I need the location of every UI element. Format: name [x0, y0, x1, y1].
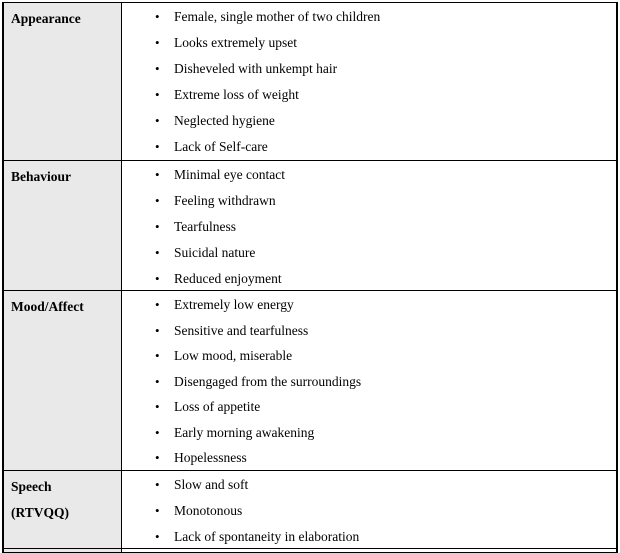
list-item-text: Disengaged from the surroundings [174, 373, 362, 389]
list-item-text: Extreme loss of weight [174, 87, 299, 102]
list-item-text: Looks extremely upset [174, 35, 297, 50]
row-header-text: Mood/Affect [11, 299, 84, 314]
bullet-icon: • [155, 193, 160, 208]
row-body-cell: • Minimal eye contact • Feeling withdrawn • T… [122, 161, 616, 290]
bullet-icon: • [155, 529, 160, 544]
row-body-cell: • Extremely low energy • Sensitive and tear… [122, 291, 616, 470]
list-item-text: Tearfulness [174, 219, 237, 234]
list-item: • Extreme loss of weight [122, 82, 616, 108]
bullet-list: • Extremely low energy • Sensitive and tear… [122, 291, 616, 470]
bullet-icon: • [155, 9, 160, 24]
list-item: • Suicidal nature [122, 240, 616, 266]
bullet-icon: • [155, 113, 160, 128]
bullet-icon: • [155, 297, 160, 312]
bullet-list: • Minimal eye contact • Feeling withdrawn • T… [122, 161, 616, 290]
table-row: Behaviour • Minimal eye contact • Feeling wi… [4, 160, 616, 290]
bullet-icon: • [155, 271, 160, 286]
table-row [4, 548, 616, 552]
bullet-icon: • [155, 322, 160, 338]
list-item-text: Reduced enjoyment [174, 271, 282, 286]
list-item: • Disheveled with unkempt hair [122, 56, 616, 82]
list-item-text: Minimal eye contact [174, 167, 285, 182]
row-body-cell [122, 549, 616, 552]
list-item-text: Female, single mother of two children [174, 9, 381, 24]
list-item: • Minimal eye contact [122, 162, 616, 188]
list-item-text: Sensitive and tearfulness [174, 322, 309, 338]
list-item: • Lack of Self-care [122, 134, 616, 160]
list-item: • Hopelessness [122, 445, 616, 470]
bullet-list: • Slow and soft • Monotonous • Lack of sponta… [122, 471, 616, 548]
bullet-icon: • [155, 167, 160, 182]
bullet-list [122, 549, 616, 550]
list-item-text: Lack of spontaneity in elaboration [174, 529, 360, 544]
bullet-icon: • [155, 503, 160, 518]
list-item: • Reduced enjoyment [122, 266, 616, 290]
list-item: • Monotonous [122, 498, 616, 524]
bullet-icon: • [155, 139, 160, 154]
bullet-icon: • [155, 61, 160, 76]
table-row: Mood/Affect • Extremely low energy • Sensiti… [4, 290, 616, 470]
list-item-text: Neglected hygiene [174, 113, 275, 128]
bullet-icon: • [155, 245, 160, 260]
list-item-text: Extremely low energy [174, 297, 294, 312]
list-item-text: Suicidal nature [174, 245, 256, 260]
bullet-list: • Female, single mother of two children • L… [122, 3, 616, 160]
bullet-icon: • [155, 219, 160, 234]
list-item-text: Disheveled with unkempt hair [174, 61, 338, 76]
table-row: Appearance • Female, single mother of two … [4, 3, 616, 160]
list-item: • Lack of spontaneity in elaboration [122, 524, 616, 548]
bullet-icon: • [155, 399, 160, 414]
list-item: • Looks extremely upset [122, 30, 616, 56]
table-row: Speech (RTVQQ) • Slow and soft • Monotonous • L… [4, 470, 616, 548]
row-header-text: Speech [11, 479, 52, 494]
list-item-text: Loss of appetite [174, 399, 261, 414]
row-header-text: Appearance [11, 11, 81, 26]
list-item: • Female, single mother of two children [122, 4, 616, 30]
row-header-cell [4, 549, 122, 552]
bullet-icon: • [155, 450, 160, 465]
row-body-cell: • Female, single mother of two children • L… [122, 3, 616, 160]
list-item-text: Early morning awakening [174, 424, 315, 440]
list-item: • Loss of appetite [122, 394, 616, 420]
row-header-cell: Speech (RTVQQ) [4, 471, 122, 548]
list-item-text: Hopelessness [174, 450, 247, 465]
bullet-icon: • [155, 373, 160, 389]
list-item: • Neglected hygiene [122, 108, 616, 134]
row-header-cell: Behaviour [4, 161, 122, 290]
list-item-text: Slow and soft [174, 477, 249, 492]
bullet-icon: • [155, 87, 160, 102]
bullet-icon: • [155, 424, 160, 440]
bullet-icon: • [155, 35, 160, 50]
list-item: • Feeling withdrawn [122, 188, 616, 214]
list-item: • Sensitive and tearfulness [122, 318, 616, 344]
list-item: • Low mood, miserable [122, 343, 616, 369]
list-item-text: Monotonous [174, 503, 243, 518]
list-item-text: Lack of Self-care [174, 139, 268, 154]
row-body-cell: • Slow and soft • Monotonous • Lack of sponta… [122, 471, 616, 548]
list-item: • Extremely low energy [122, 292, 616, 318]
list-item-text: Feeling withdrawn [174, 193, 276, 208]
list-item: • Disengaged from the surroundings [122, 369, 616, 395]
list-item: • Early morning awakening [122, 420, 616, 446]
row-header-cell: Mood/Affect [4, 291, 122, 470]
list-item: • Tearfulness [122, 214, 616, 240]
bullet-icon: • [155, 348, 160, 363]
row-header-cell: Appearance [4, 3, 122, 160]
row-header-text: Behaviour [11, 169, 72, 184]
list-item-text: Low mood, miserable [174, 348, 293, 363]
bullet-icon: • [155, 477, 160, 492]
list-item: • Slow and soft [122, 472, 616, 498]
row-header-text: (RTVQQ) [11, 505, 70, 520]
